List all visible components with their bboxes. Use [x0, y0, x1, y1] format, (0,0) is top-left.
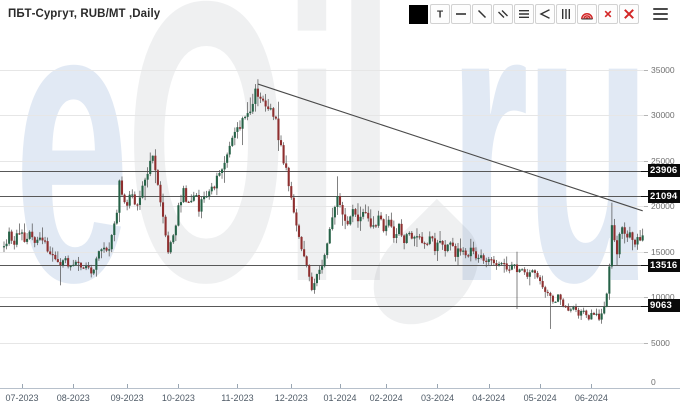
price-badge-21094: 21094	[648, 189, 680, 203]
x-axis-label-01-2024: 01-2024	[323, 393, 357, 403]
descending-trendline[interactable]	[0, 0, 648, 408]
price-badge-23906: 23906	[648, 164, 680, 178]
triple-hlines-icon	[518, 8, 530, 20]
titlebar: ПБТ-Сургут, RUB/MT ,Daily T	[0, 0, 680, 30]
text-icon: T	[434, 8, 446, 21]
x-axis-label-10-2023: 10-2023	[161, 393, 195, 403]
x-large-icon	[623, 8, 635, 20]
diagonal-icon	[476, 8, 488, 20]
price-axis[interactable]: 35000 30000 25000 20000 15000 10000 5000 0 23906…	[648, 0, 680, 408]
badge-tick	[641, 196, 648, 198]
badge-tick	[641, 265, 648, 267]
x-axis-label-02-2024: 02-2024	[369, 393, 403, 403]
x-axis-label-12-2023: 12-2023	[274, 393, 308, 403]
badge-tick	[641, 170, 648, 172]
fib-levels-tool-button[interactable]	[514, 4, 534, 24]
pitchfork-icon	[539, 8, 551, 20]
time-zones-tool-button[interactable]	[556, 4, 576, 24]
time-axis[interactable]: 07-2023 08-2023 09-2023 10-2023 11-2023 12-20…	[0, 388, 680, 408]
y-axis-label-0: 0	[651, 377, 656, 387]
x-small-icon	[602, 8, 614, 20]
x-axis-label-11-2023: 11-2023	[221, 393, 254, 403]
double-diagonal-icon	[497, 8, 509, 20]
text-tool-button[interactable]: T	[430, 4, 450, 24]
price-badge-13516: 13516	[648, 258, 680, 272]
candlestick-series-canvas[interactable]	[0, 0, 648, 408]
hline-icon	[455, 8, 467, 20]
x-axis-label-08-2023: 08-2023	[56, 393, 90, 403]
x-axis-label-03-2024: 03-2024	[420, 393, 454, 403]
hamburger-icon	[653, 8, 671, 20]
fib-arcs-tool-button[interactable]	[577, 4, 597, 24]
menu-button[interactable]	[653, 5, 671, 23]
x-axis-label-06-2024: 06-2024	[574, 393, 608, 403]
parallel-lines-tool-button[interactable]	[493, 4, 513, 24]
horizontal-line-tool-button[interactable]	[451, 4, 471, 24]
trend-line-tool-button[interactable]	[472, 4, 492, 24]
chart-plot-area[interactable]	[0, 0, 648, 408]
y-axis-label-20000: 20000	[651, 201, 675, 212]
drawing-toolbar: T	[409, 4, 671, 24]
x-axis-label-05-2024: 05-2024	[523, 393, 557, 403]
triple-vlines-icon	[560, 8, 572, 20]
y-axis-label-25000: 25000	[651, 155, 675, 166]
arcs-icon	[581, 8, 593, 20]
y-axis-label-5000: 5000	[651, 337, 670, 348]
x-axis-label-04-2024: 04-2024	[472, 393, 506, 403]
y-axis-label-30000: 30000	[651, 110, 675, 121]
svg-text:T: T	[437, 10, 443, 21]
y-axis-label-10000: 10000	[651, 292, 675, 303]
color-swatch-button[interactable]	[409, 4, 428, 24]
badge-tick	[641, 305, 648, 307]
pitchfork-tool-button[interactable]	[535, 4, 555, 24]
chart-title: ПБТ-Сургут, RUB/MT ,Daily	[8, 8, 161, 20]
delete-drawing-button[interactable]	[598, 4, 618, 24]
price-badge-9063: 9063	[648, 299, 680, 313]
y-axis-label-35000: 35000	[651, 65, 675, 75]
x-axis-label-09-2023: 09-2023	[110, 393, 144, 403]
x-axis-label-07-2023: 07-2023	[5, 393, 39, 403]
delete-all-drawings-button[interactable]	[619, 4, 639, 24]
y-axis-label-15000: 15000	[651, 246, 675, 257]
